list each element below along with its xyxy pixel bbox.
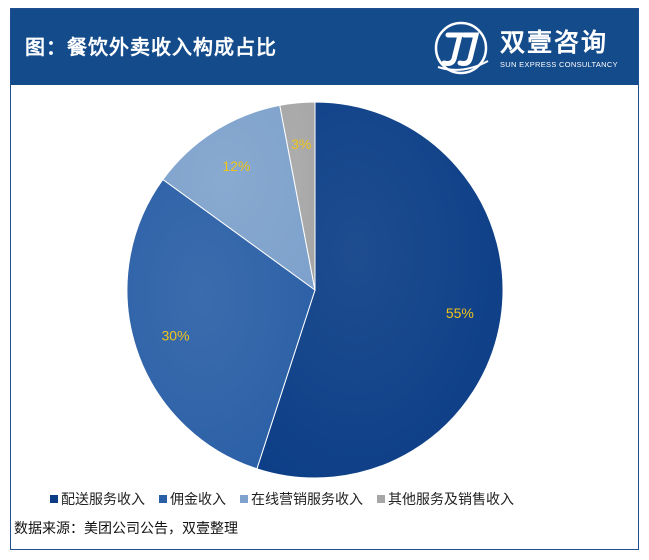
legend-item-1: 配送服务收入 (50, 489, 145, 509)
legend-label: 配送服务收入 (61, 492, 145, 508)
brand-name: 双壹咨询 (500, 28, 609, 57)
pie-slice-4 (279, 101, 316, 291)
slice-label-2: 30% (162, 327, 190, 343)
pie-slice-3 (162, 104, 316, 292)
legend-swatch (159, 495, 167, 503)
company-logo-icon (434, 21, 489, 75)
data-source-note: 数据来源：美团公司公告，双壹整理 (14, 521, 238, 537)
legend-swatch (240, 495, 248, 503)
brand-subtitle: SUN EXPRESS CONSULTANCY (500, 60, 618, 69)
legend-label: 其他服务及销售收入 (388, 492, 514, 508)
legend-label: 佣金收入 (170, 492, 226, 508)
chart-legend: 配送服务收入 佣金收入 在线营销服务收入 其他服务及销售收入 (50, 490, 514, 508)
legend-item-2: 佣金收入 (159, 489, 226, 509)
pie-slice-2 (126, 178, 316, 470)
legend-swatch (377, 495, 385, 503)
legend-item-4: 其他服务及销售收入 (377, 489, 514, 509)
chart-title: 图：餐饮外卖收入构成占比 (25, 35, 277, 59)
legend-label: 在线营销服务收入 (251, 492, 363, 508)
brand-logo-block: 双壹咨询 SUN EXPRESS CONSULTANCY (434, 17, 624, 77)
pie-slice-1 (256, 101, 504, 479)
title-banner: 图：餐饮外卖收入构成占比 双壹咨询 SUN EXPRESS CONSULTANC… (11, 9, 638, 85)
legend-swatch (50, 495, 58, 503)
pie-chart: 55% 30% 12% 3% (126, 101, 504, 479)
slice-label-3: 12% (222, 158, 250, 174)
slice-label-4: 3% (291, 136, 311, 152)
slice-label-1: 55% (446, 305, 474, 321)
legend-item-3: 在线营销服务收入 (240, 489, 363, 509)
